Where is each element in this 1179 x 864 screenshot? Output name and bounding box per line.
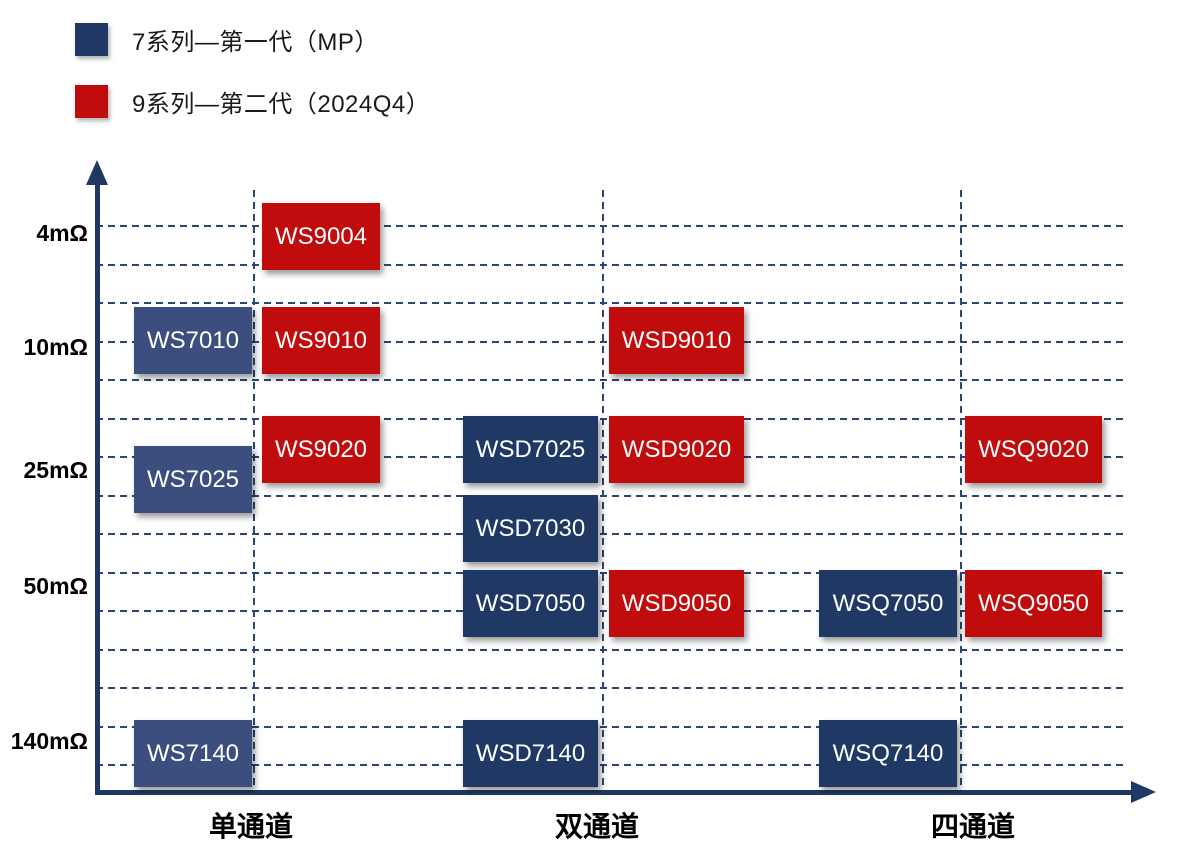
product-box-wsd7030: WSD7030 bbox=[463, 495, 598, 562]
legend-swatch-gen1 bbox=[75, 23, 108, 56]
legend-label-gen1: 7系列—第一代（MP） bbox=[132, 29, 379, 56]
product-box-ws7025: WS7025 bbox=[134, 446, 252, 513]
y-axis-arrow-icon bbox=[86, 160, 108, 185]
product-box-wsq7140: WSQ7140 bbox=[819, 720, 957, 787]
h-gridline-13 bbox=[96, 725, 1123, 728]
x-category-label-2: 四通道 bbox=[930, 811, 1015, 842]
y-tick-label-4: 140mΩ bbox=[10, 728, 88, 754]
h-gridline-11 bbox=[96, 648, 1123, 651]
x-category-label-1: 双通道 bbox=[554, 811, 639, 842]
h-gridline-14 bbox=[96, 764, 1123, 766]
x-category-label-0: 单通道 bbox=[208, 811, 293, 842]
product-box-ws7140: WS7140 bbox=[134, 720, 252, 787]
product-box-wsq9020: WSQ9020 bbox=[965, 416, 1102, 483]
legend-swatch-gen2 bbox=[75, 85, 108, 118]
h-gridline-12 bbox=[96, 687, 1123, 689]
y-tick-label-3: 50mΩ bbox=[23, 573, 88, 599]
legend-item-gen2: 9系列—第二代（2024Q4） bbox=[75, 84, 430, 119]
h-gridline-7 bbox=[96, 494, 1123, 497]
product-box-ws9010: WS9010 bbox=[262, 307, 380, 374]
product-box-wsd7050: WSD7050 bbox=[463, 570, 598, 637]
y-tick-label-0: 4mΩ bbox=[36, 220, 88, 246]
product-box-ws7010: WS7010 bbox=[134, 307, 252, 374]
legend-item-gen1: 7系列—第一代（MP） bbox=[75, 22, 379, 57]
product-box-wsd9020: WSD9020 bbox=[609, 416, 744, 483]
product-box-wsd7025: WSD7025 bbox=[463, 416, 598, 483]
v-gridline-dual bbox=[602, 190, 604, 790]
h-gridline-8 bbox=[96, 533, 1123, 535]
y-tick-label-1: 10mΩ bbox=[23, 334, 88, 360]
legend-label-gen2: 9系列—第二代（2024Q4） bbox=[132, 91, 431, 118]
product-box-wsd9050: WSD9050 bbox=[609, 570, 744, 637]
product-box-ws9004: WS9004 bbox=[262, 203, 380, 270]
v-gridline-single bbox=[253, 190, 255, 790]
product-box-wsq7050: WSQ7050 bbox=[819, 570, 957, 637]
y-axis-line bbox=[95, 172, 100, 795]
product-box-wsq9050: WSQ9050 bbox=[965, 570, 1102, 637]
y-tick-label-2: 25mΩ bbox=[23, 457, 88, 483]
v-gridline-quad bbox=[960, 190, 962, 790]
x-axis-line bbox=[95, 790, 1136, 795]
h-gridline-0 bbox=[96, 225, 1123, 227]
h-gridline-4 bbox=[96, 379, 1123, 381]
x-axis-arrow-icon bbox=[1131, 781, 1156, 803]
product-box-wsd7140: WSD7140 bbox=[463, 720, 598, 787]
h-gridline-1 bbox=[96, 263, 1123, 266]
product-box-ws9020: WS9020 bbox=[262, 416, 380, 483]
product-box-wsd9010: WSD9010 bbox=[609, 307, 744, 374]
h-gridline-2 bbox=[96, 302, 1123, 304]
